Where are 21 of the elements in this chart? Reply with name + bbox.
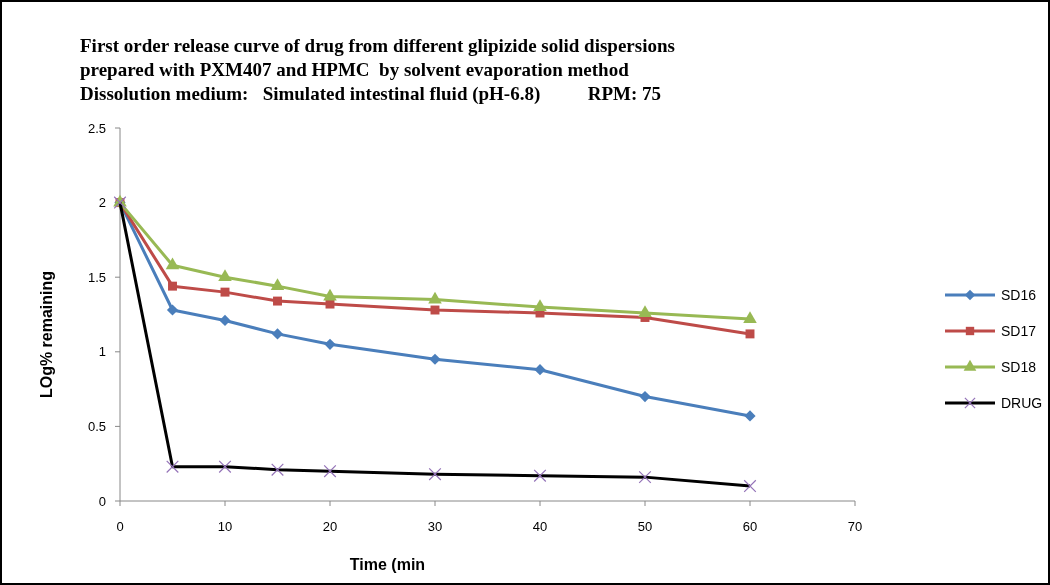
y-tick-label: 2.5 xyxy=(87,120,106,136)
y-tick-label: 2 xyxy=(98,195,106,211)
y-tick-label: 0 xyxy=(98,493,106,509)
x-tick-label: 20 xyxy=(322,519,338,534)
y-tick-label: 1 xyxy=(98,344,106,360)
chart-title: First order release curve of drug from different glipizide solid dispersions prepared with PXM407 and HPMC by solvent evaporation method Dissolution medium: Simulated intestinal fluid (pH-6.8) RPM: 75 xyxy=(80,35,675,105)
x-tick-label: 30 xyxy=(427,519,443,534)
legend-label: SD17 xyxy=(1001,322,1037,339)
legend-label: SD18 xyxy=(1001,358,1037,375)
legend-label: SD16 xyxy=(1001,286,1037,303)
x-tick-label: 70 xyxy=(847,519,863,534)
legend-label: DRUG xyxy=(1001,394,1043,411)
x-tick-label: 50 xyxy=(637,519,653,534)
y-tick-label: 0.5 xyxy=(87,418,106,434)
x-tick-label: 40 xyxy=(532,519,548,534)
x-axis-title: Time (min xyxy=(349,556,426,573)
y-axis-title: LOg% remaining xyxy=(38,270,55,399)
y-tick-label: 1.5 xyxy=(87,269,106,285)
x-tick-label: 0 xyxy=(116,519,124,534)
x-tick-label: 60 xyxy=(742,519,758,534)
x-tick-label: 10 xyxy=(217,519,233,534)
